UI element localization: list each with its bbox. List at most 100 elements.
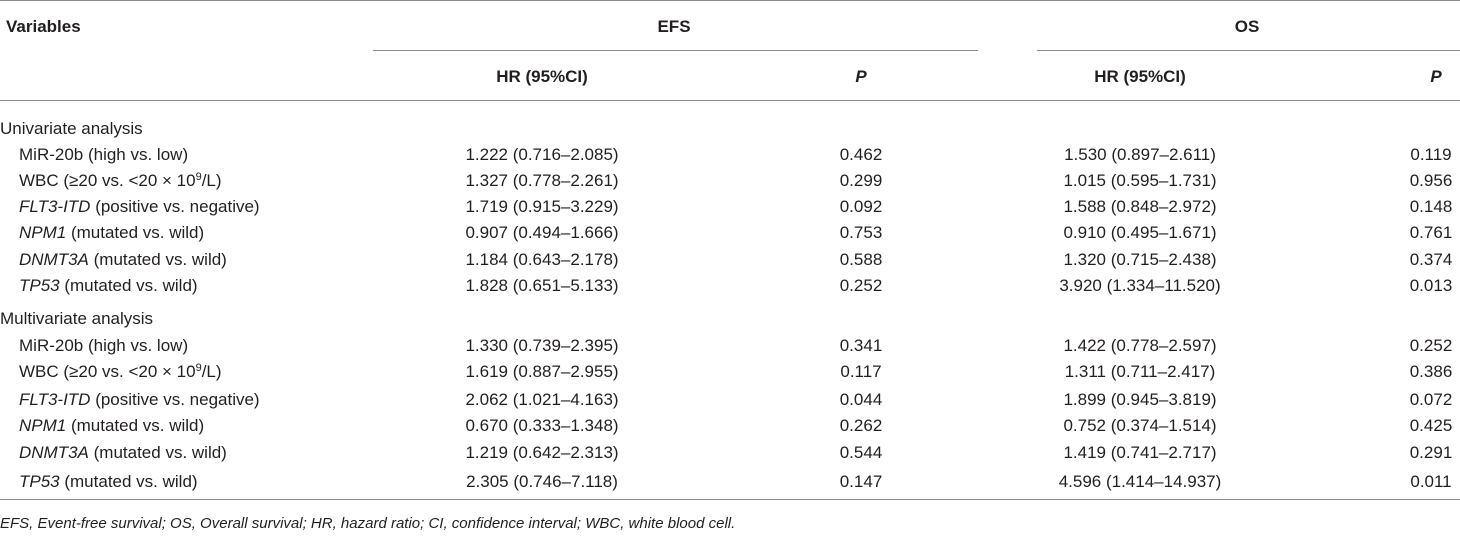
efs-p-cell: 0.462 <box>839 145 883 164</box>
os-hr-cell: 3.920 (1.334–11.520) <box>1059 276 1221 295</box>
os-p-cell: 0.119 <box>1410 145 1452 164</box>
gene-name: FLT3-ITD <box>19 197 91 216</box>
efs-p-cell: 0.753 <box>839 223 883 242</box>
gene-name: DNMT3A <box>19 443 89 462</box>
efs-p-cell: 0.092 <box>839 197 883 216</box>
row-label: DNMT3A (mutated vs. wild) <box>19 443 227 463</box>
gene-name: DNMT3A <box>19 250 89 269</box>
row-label-unit: /L) <box>201 362 222 381</box>
efs-p-cell: 0.299 <box>839 171 883 190</box>
efs-hr-cell: 0.907 (0.494–1.666) <box>465 223 619 242</box>
header-p-efs: P <box>855 67 867 86</box>
gene-name: TP53 <box>19 472 60 491</box>
os-hr-cell: 1.419 (0.741–2.717) <box>1063 443 1217 462</box>
gene-name: FLT3-ITD <box>19 390 91 409</box>
row-label: FLT3-ITD (positive vs. negative) <box>19 390 260 410</box>
row-label: TP53 (mutated vs. wild) <box>19 472 198 492</box>
efs-p-cell: 0.262 <box>839 416 883 435</box>
os-p-cell: 0.956 <box>1409 171 1453 190</box>
os-p-cell: 0.374 <box>1409 250 1453 269</box>
efs-hr-cell: 1.327 (0.778–2.261) <box>465 171 619 190</box>
row-label: WBC (≥20 vs. <20 × 109/L) <box>19 171 222 191</box>
table-top-rule <box>0 0 1460 1</box>
efs-hr-cell: 1.184 (0.643–2.178) <box>465 250 619 269</box>
row-label-text: MiR-20b (high vs. low) <box>19 145 189 164</box>
os-p-cell: 0.013 <box>1409 276 1453 295</box>
os-hr-cell: 1.422 (0.778–2.597) <box>1063 336 1217 355</box>
section-title-multivariate: Multivariate analysis <box>0 309 154 328</box>
os-hr-cell: 0.752 (0.374–1.514) <box>1063 416 1217 435</box>
efs-hr-cell: 0.670 (0.333–1.348) <box>465 416 619 435</box>
efs-hr-cell: 2.305 (0.746–7.118) <box>466 472 618 491</box>
gene-name: NPM1 <box>19 223 67 242</box>
header-hr-os: HR (95%CI) <box>1094 67 1186 86</box>
os-p-cell: 0.425 <box>1409 416 1453 435</box>
os-hr-cell: 1.588 (0.848–2.972) <box>1063 197 1217 216</box>
efs-hr-cell: 2.062 (1.021–4.163) <box>465 390 619 409</box>
os-p-cell: 0.072 <box>1409 390 1453 409</box>
row-label: WBC (≥20 vs. <20 × 109/L) <box>19 362 222 382</box>
header-variables: Variables <box>6 17 81 36</box>
gene-name: TP53 <box>19 276 60 295</box>
header-hr-efs: HR (95%CI) <box>496 67 588 86</box>
gene-name: NPM1 <box>19 416 67 435</box>
row-label-text: (mutated vs. wild) <box>88 443 227 462</box>
efs-p-cell: 0.147 <box>839 472 883 491</box>
row-label-unit: /L) <box>201 171 222 190</box>
row-label-text: (mutated vs. wild) <box>66 416 205 435</box>
os-hr-cell: 4.596 (1.414–14.937) <box>1058 472 1222 491</box>
efs-hr-cell: 1.219 (0.642–2.313) <box>465 443 619 462</box>
header-p-os: P <box>1430 67 1442 86</box>
efs-p-cell: 0.588 <box>839 250 883 269</box>
os-hr-cell: 1.320 (0.715–2.438) <box>1063 250 1217 269</box>
os-p-cell: 0.761 <box>1409 223 1453 242</box>
row-label-text: WBC (≥20 vs. <20 × 10 <box>19 362 196 381</box>
efs-p-cell: 0.341 <box>839 336 883 355</box>
os-hr-cell: 0.910 (0.495–1.671) <box>1063 223 1217 242</box>
header-bottom-rule <box>0 100 1460 101</box>
efs-group-rule <box>373 50 978 51</box>
row-label: NPM1 (mutated vs. wild) <box>19 416 204 436</box>
efs-p-cell: 0.044 <box>839 390 883 409</box>
efs-hr-cell: 1.619 (0.887–2.955) <box>465 362 619 381</box>
row-label-text: WBC (≥20 vs. <20 × 10 <box>19 171 196 190</box>
row-label: FLT3-ITD (positive vs. negative) <box>19 197 260 217</box>
os-p-cell: 0.386 <box>1409 362 1453 381</box>
os-group-rule <box>1037 50 1460 51</box>
row-label: NPM1 (mutated vs. wild) <box>19 223 204 243</box>
efs-p-cell: 0.544 <box>839 443 883 462</box>
row-label-text: (positive vs. negative) <box>90 197 260 216</box>
os-p-cell: 0.252 <box>1409 336 1453 355</box>
superscript-exponent: 9 <box>195 171 202 183</box>
superscript-exponent: 9 <box>195 362 202 374</box>
os-p-cell: 0.148 <box>1409 197 1453 216</box>
header-os: OS <box>1234 17 1260 36</box>
os-p-cell: 0.291 <box>1409 443 1453 462</box>
efs-hr-cell: 1.828 (0.651–5.133) <box>465 276 619 295</box>
row-label-text: (mutated vs. wild) <box>88 250 227 269</box>
efs-p-cell: 0.117 <box>840 362 882 381</box>
efs-hr-cell: 1.719 (0.915–3.229) <box>465 197 619 216</box>
table-bottom-rule <box>0 499 1460 500</box>
efs-hr-cell: 1.222 (0.716–2.085) <box>465 145 619 164</box>
table-footnote: EFS, Event-free survival; OS, Overall su… <box>0 515 736 532</box>
os-hr-cell: 1.311 (0.711–2.417) <box>1064 362 1216 381</box>
os-hr-cell: 1.015 (0.595–1.731) <box>1063 171 1217 190</box>
row-label: DNMT3A (mutated vs. wild) <box>19 250 227 270</box>
os-p-cell: 0.011 <box>1410 472 1452 491</box>
row-label-text: (mutated vs. wild) <box>59 276 198 295</box>
header-efs: EFS <box>657 17 691 36</box>
section-title-univariate: Univariate analysis <box>0 119 143 138</box>
row-label: MiR-20b (high vs. low) <box>19 336 188 356</box>
row-label-text: (positive vs. negative) <box>90 390 260 409</box>
row-label: TP53 (mutated vs. wild) <box>19 276 198 296</box>
os-hr-cell: 1.530 (0.897–2.611) <box>1064 145 1216 164</box>
row-label: MiR-20b (high vs. low) <box>19 145 188 165</box>
efs-p-cell: 0.252 <box>839 276 883 295</box>
row-label-text: (mutated vs. wild) <box>66 223 205 242</box>
row-label-text: MiR-20b (high vs. low) <box>19 336 189 355</box>
efs-hr-cell: 1.330 (0.739–2.395) <box>465 336 619 355</box>
row-label-text: (mutated vs. wild) <box>59 472 198 491</box>
os-hr-cell: 1.899 (0.945–3.819) <box>1063 390 1217 409</box>
